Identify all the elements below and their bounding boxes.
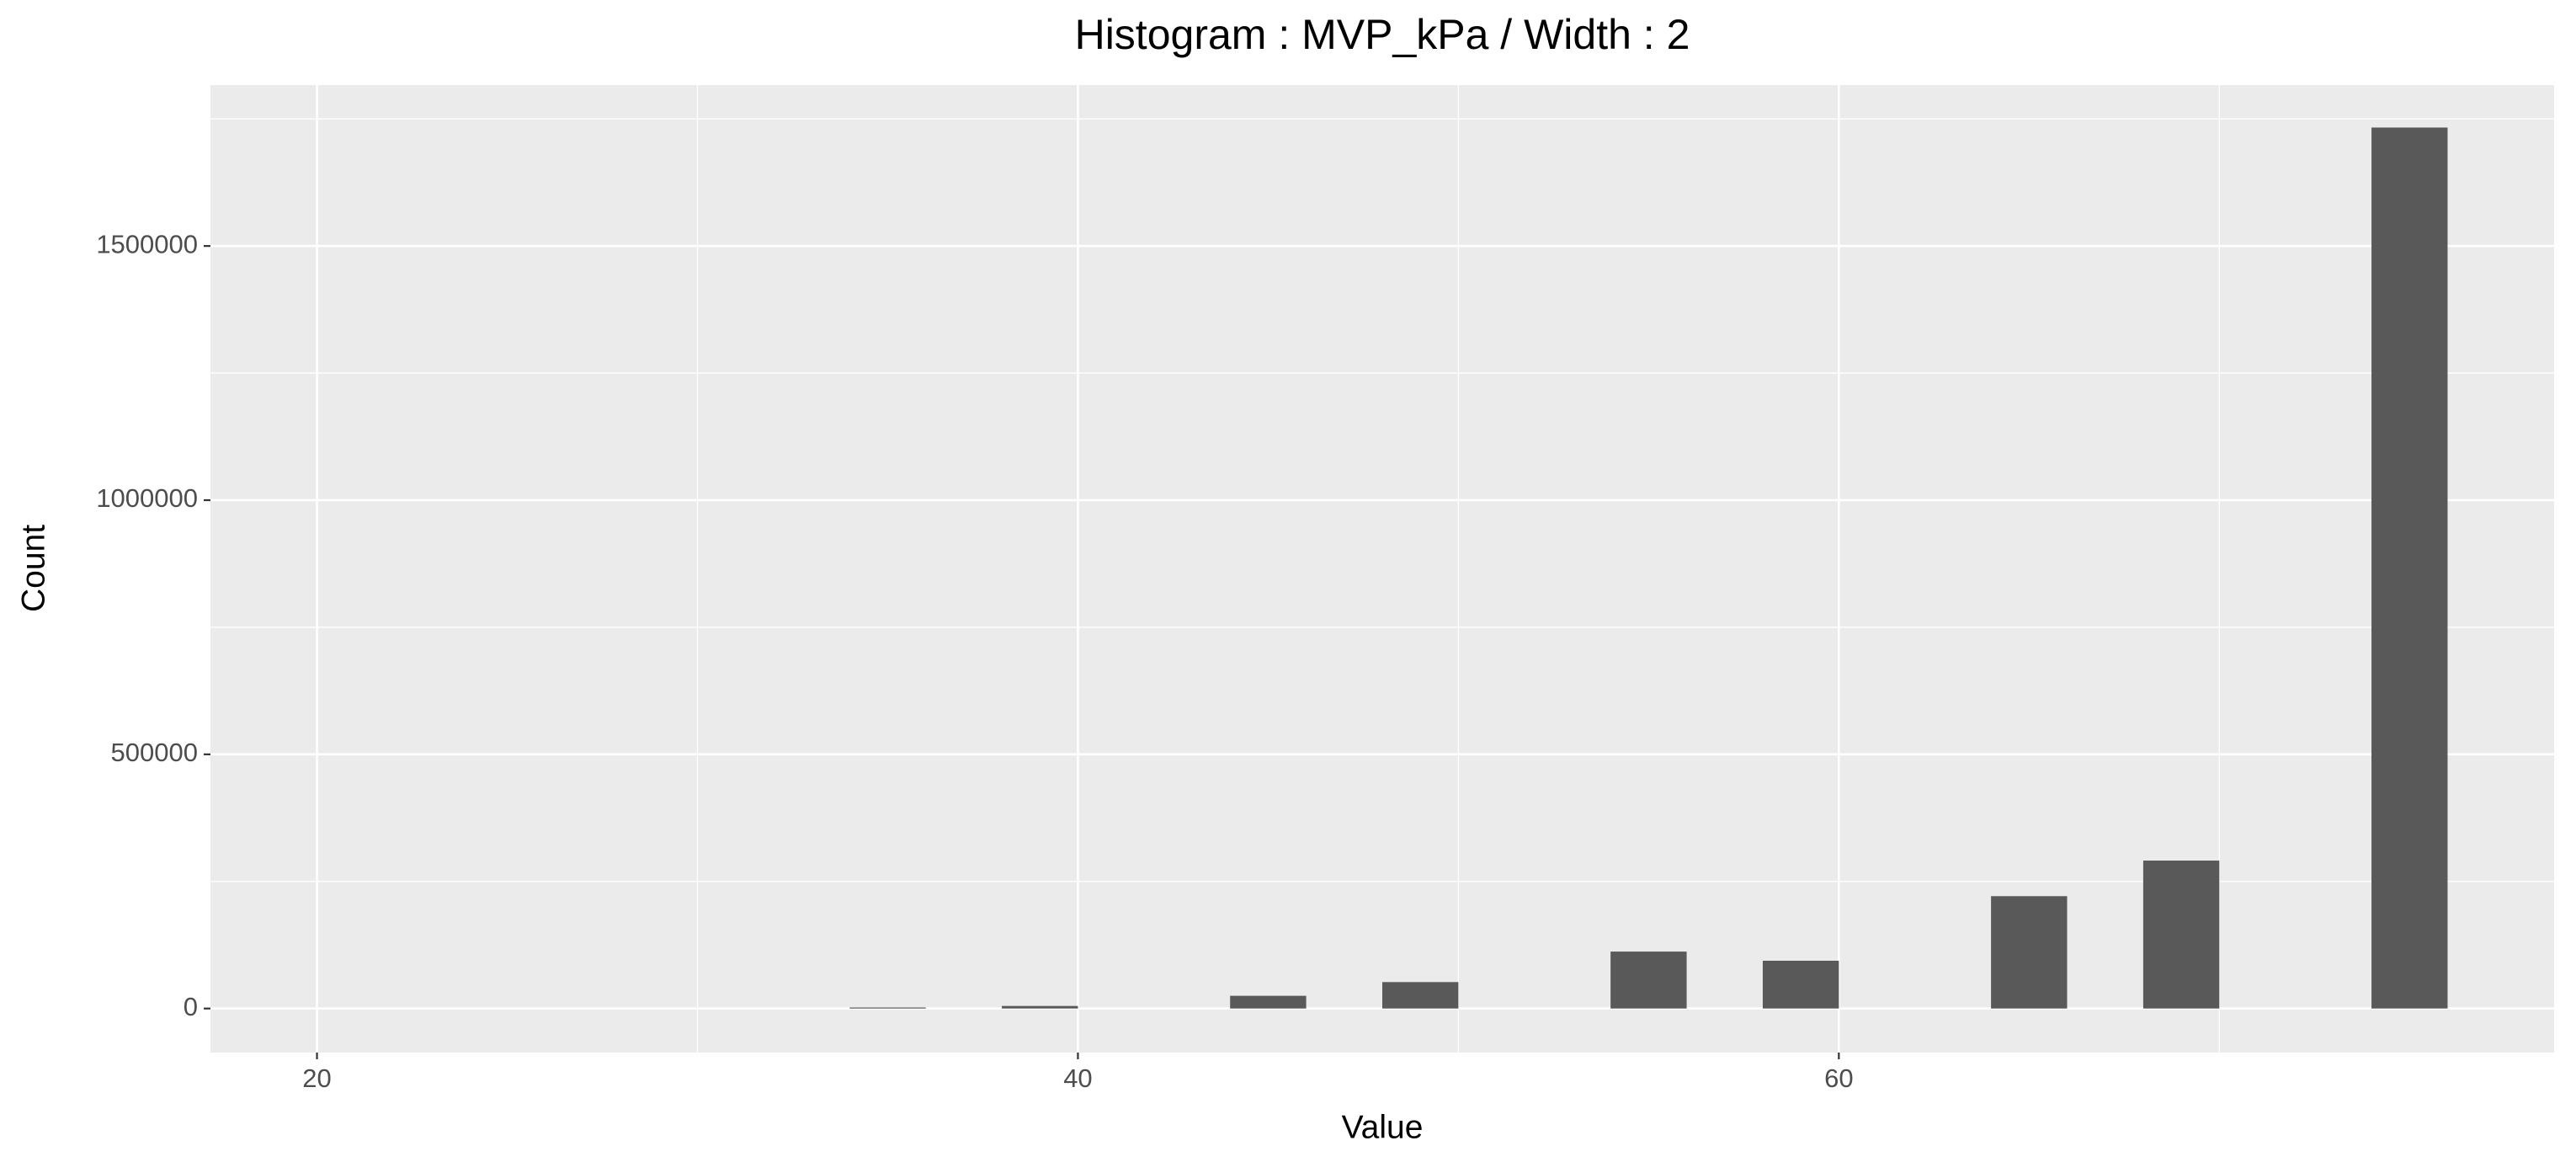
bar bbox=[1610, 951, 1687, 1009]
bar bbox=[1991, 896, 2068, 1009]
bar bbox=[2371, 127, 2448, 1009]
y-tick-label: 500000 bbox=[111, 738, 198, 767]
x-tick-label: 20 bbox=[302, 1063, 331, 1093]
x-tick-label: 60 bbox=[1824, 1063, 1853, 1093]
x-axis-title: Value bbox=[1342, 1109, 1424, 1145]
bar bbox=[1762, 960, 1839, 1009]
bar bbox=[2142, 861, 2220, 1009]
y-tick-label: 1000000 bbox=[96, 483, 198, 513]
bar bbox=[1230, 995, 1307, 1009]
bar bbox=[849, 1007, 926, 1009]
y-tick-label: 0 bbox=[184, 992, 198, 1021]
bar bbox=[1002, 1005, 1078, 1009]
bar bbox=[1382, 982, 1459, 1009]
y-tick-label: 1500000 bbox=[96, 229, 198, 259]
x-tick-label: 40 bbox=[1063, 1063, 1092, 1093]
y-axis-title: Count bbox=[15, 525, 51, 612]
chart-title: Histogram : MVP_kPa / Width : 2 bbox=[1075, 11, 1690, 58]
